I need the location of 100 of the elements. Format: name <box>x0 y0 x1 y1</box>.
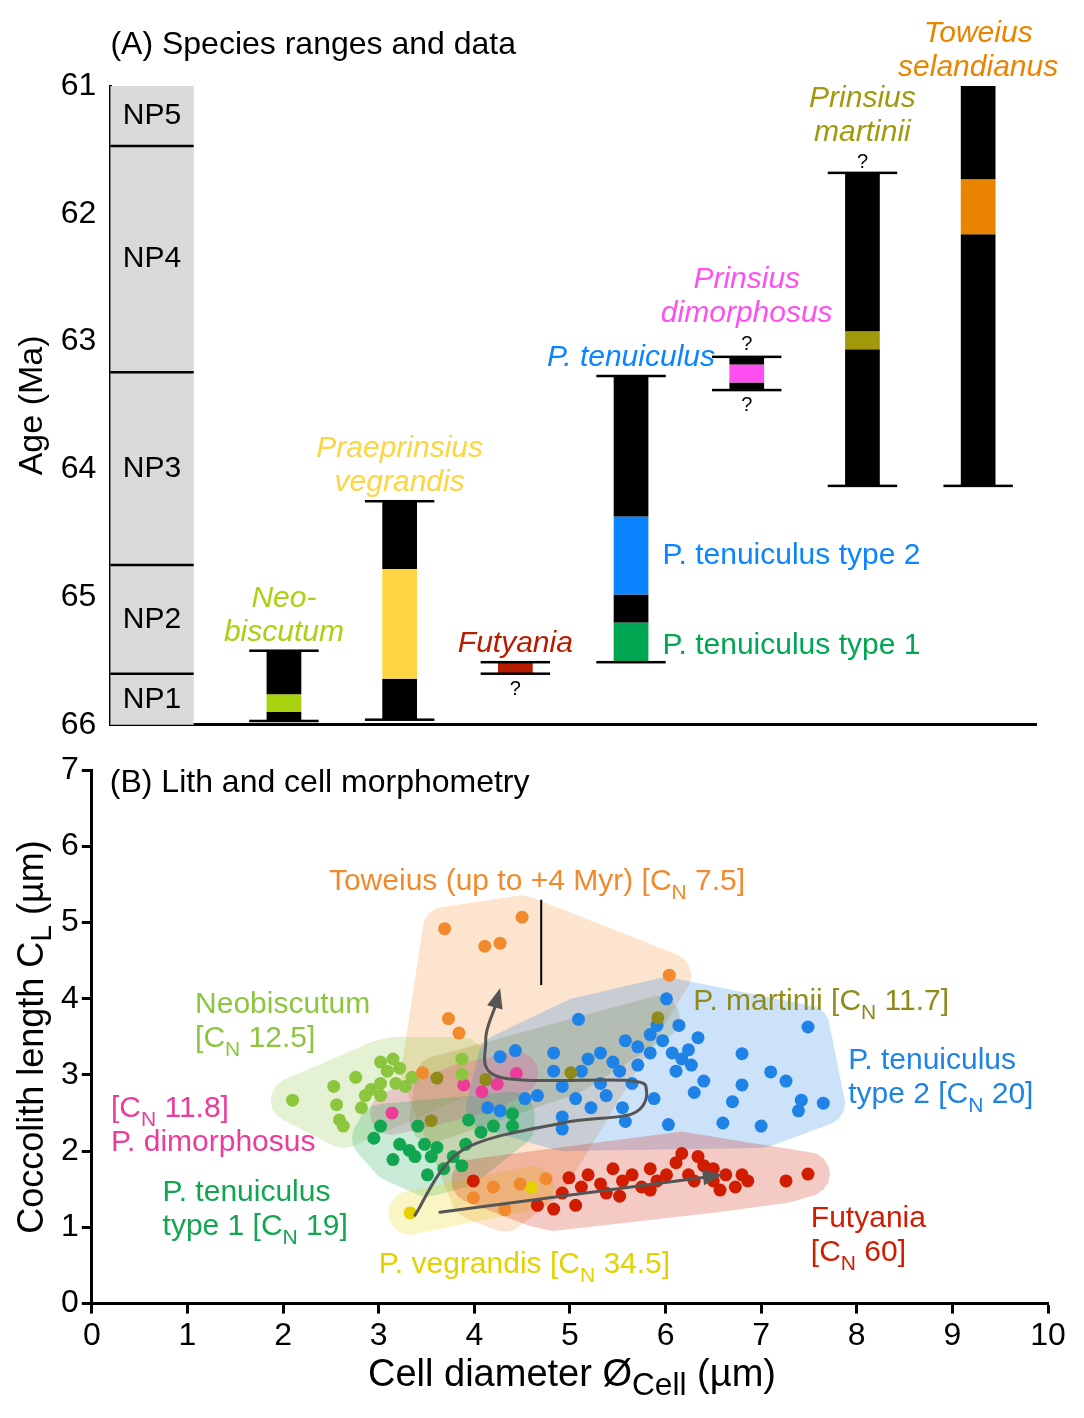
point <box>506 1107 520 1121</box>
y-tick-label: 7 <box>61 750 79 787</box>
y-tick-label: 66 <box>60 704 97 741</box>
x-tick-label: Prinsius dimorphosus <box>660 261 833 329</box>
point <box>416 1066 430 1080</box>
annotation: P. tenuiculus type 1 <box>662 626 921 660</box>
point <box>547 1046 561 1060</box>
point <box>643 1046 657 1060</box>
annotation: ? <box>741 331 753 354</box>
point <box>662 968 676 982</box>
point <box>779 1074 793 1088</box>
point <box>665 1046 679 1060</box>
point <box>791 1104 805 1118</box>
y-tick-label: 64 <box>60 449 97 486</box>
y-tick-label: 1 <box>61 1207 79 1244</box>
x-axis-title: Cell diameter Ø$_{Cell}$ (µm) <box>367 1352 777 1403</box>
band-label: NP1 <box>122 680 182 714</box>
point <box>462 1113 476 1127</box>
point <box>380 1064 394 1078</box>
point <box>515 910 529 924</box>
point <box>675 1146 689 1160</box>
point <box>374 1089 388 1103</box>
x-tick-label: Praeprinsius vegrandis <box>316 430 484 498</box>
point <box>606 1162 620 1176</box>
point <box>643 1162 657 1176</box>
point <box>349 1070 363 1084</box>
point <box>735 1078 749 1092</box>
point <box>594 1177 607 1191</box>
point <box>518 1092 532 1106</box>
point <box>659 1168 673 1182</box>
bar <box>613 594 649 623</box>
point <box>420 1168 434 1182</box>
x-tick-label: Futyania <box>457 625 573 659</box>
point <box>490 1077 504 1091</box>
point <box>569 1092 583 1106</box>
point <box>438 922 452 936</box>
chart-title: (B) Lith and cell morphometry <box>109 763 530 800</box>
point <box>581 1052 595 1066</box>
point <box>411 1119 425 1133</box>
point <box>562 1171 576 1185</box>
point <box>547 1202 561 1216</box>
point <box>457 1078 471 1092</box>
band-label: NP5 <box>122 97 182 131</box>
point <box>725 1095 739 1109</box>
annotation: P. tenuiculus type 2 <box>662 537 921 571</box>
point <box>564 1066 578 1080</box>
point <box>336 1119 350 1133</box>
x-tick-label: 4 <box>465 1315 484 1352</box>
point <box>474 1125 488 1139</box>
point <box>631 1058 645 1072</box>
point <box>508 1044 522 1058</box>
point <box>478 939 492 953</box>
point <box>625 1168 639 1182</box>
x-tick-label: Neo- biscutum <box>223 579 344 647</box>
point <box>385 1106 399 1120</box>
point <box>430 1140 444 1154</box>
point <box>816 1096 830 1110</box>
band-label: NP4 <box>122 240 182 274</box>
point <box>684 1058 698 1072</box>
point <box>493 1050 507 1064</box>
band-label: NP2 <box>122 600 182 634</box>
y-tick-label: 0 <box>61 1283 79 1320</box>
y-tick-label: 65 <box>60 576 97 613</box>
point <box>486 1180 500 1194</box>
x-tick-label: 8 <box>847 1315 866 1352</box>
x-tick-label: 1 <box>178 1315 197 1352</box>
point <box>735 1047 749 1061</box>
point <box>405 1070 419 1084</box>
point <box>618 1034 632 1048</box>
point <box>475 1085 489 1099</box>
point <box>418 1137 432 1151</box>
point <box>386 1153 400 1167</box>
annotation: ? <box>856 150 869 173</box>
point <box>364 1082 378 1096</box>
point <box>713 1183 727 1197</box>
band-label: NP3 <box>122 449 182 483</box>
point <box>493 1104 507 1118</box>
point <box>393 1061 407 1075</box>
y-tick-label: 6 <box>61 826 79 863</box>
y-tick-label: 63 <box>60 321 97 358</box>
bar <box>729 364 765 383</box>
point <box>393 1137 407 1151</box>
point <box>741 1174 755 1188</box>
point <box>367 1131 381 1145</box>
point <box>672 1018 686 1032</box>
point <box>794 1093 808 1107</box>
y-tick-label: 61 <box>60 65 97 102</box>
point <box>687 1086 701 1100</box>
point <box>424 1114 438 1128</box>
point <box>681 1043 695 1057</box>
x-tick-label: 5 <box>561 1315 579 1352</box>
point <box>574 1064 588 1078</box>
point <box>466 1174 480 1188</box>
point <box>493 936 507 950</box>
point <box>513 1177 527 1191</box>
y-tick-label: 5 <box>61 902 79 939</box>
point <box>441 1012 455 1026</box>
point <box>801 1167 815 1181</box>
point <box>647 1092 661 1106</box>
bar <box>960 86 996 180</box>
